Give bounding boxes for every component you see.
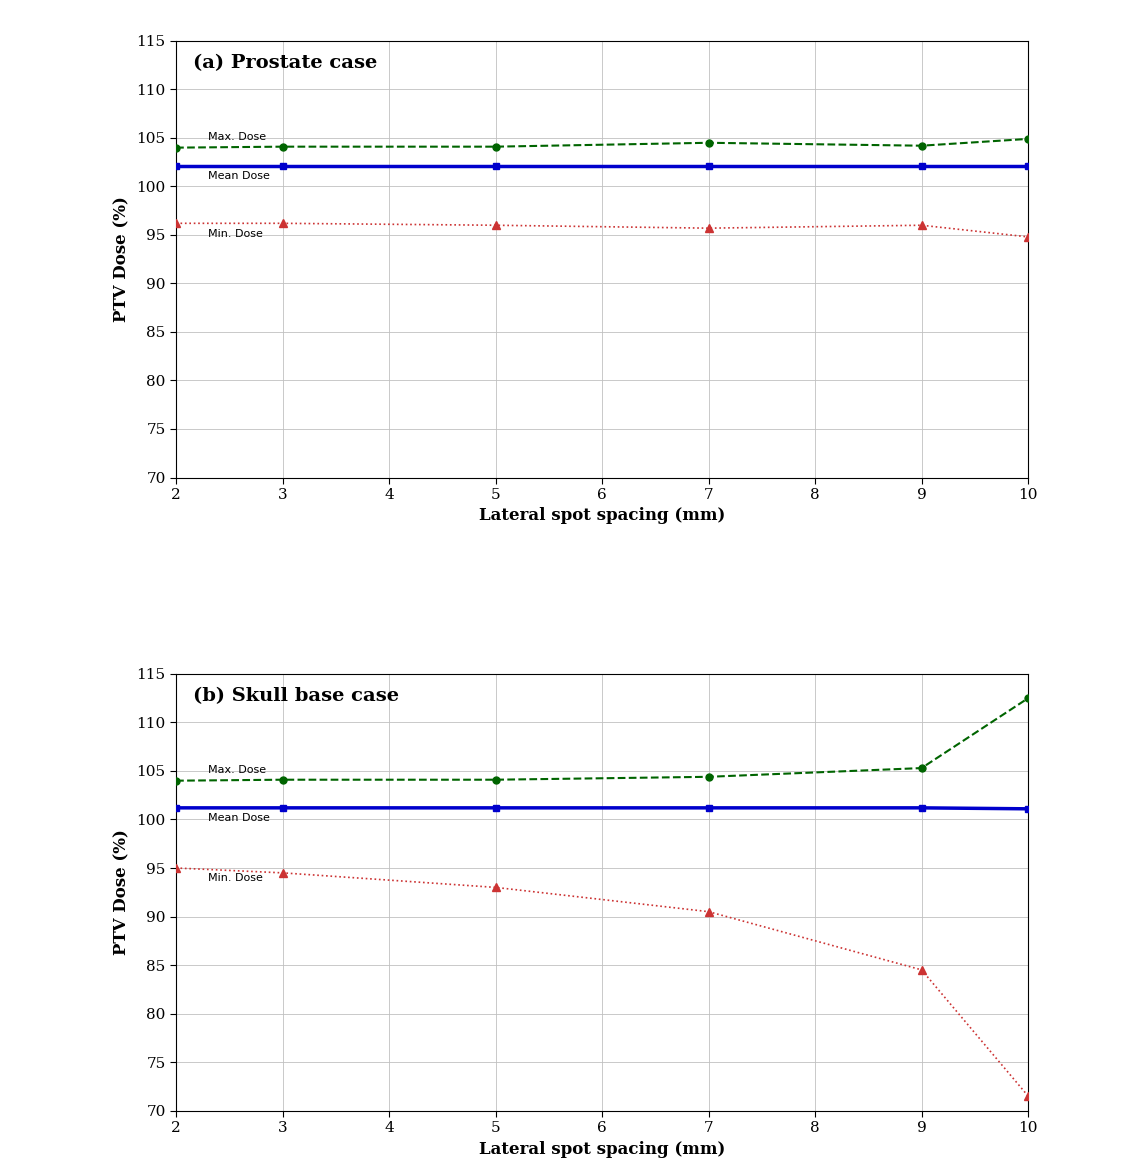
Text: (a) Prostate case: (a) Prostate case [193, 54, 377, 72]
X-axis label: Lateral spot spacing (mm): Lateral spot spacing (mm) [479, 1141, 725, 1157]
Text: Max. Dose: Max. Dose [208, 766, 266, 775]
Text: Mean Dose: Mean Dose [208, 172, 270, 181]
Y-axis label: PTV Dose (%): PTV Dose (%) [114, 196, 131, 323]
Text: Max. Dose: Max. Dose [208, 132, 266, 143]
Y-axis label: PTV Dose (%): PTV Dose (%) [114, 829, 131, 955]
Text: Mean Dose: Mean Dose [208, 814, 270, 823]
X-axis label: Lateral spot spacing (mm): Lateral spot spacing (mm) [479, 507, 725, 525]
Text: Min. Dose: Min. Dose [208, 229, 262, 238]
Text: Min. Dose: Min. Dose [208, 873, 262, 884]
Text: (b) Skull base case: (b) Skull base case [193, 687, 399, 705]
